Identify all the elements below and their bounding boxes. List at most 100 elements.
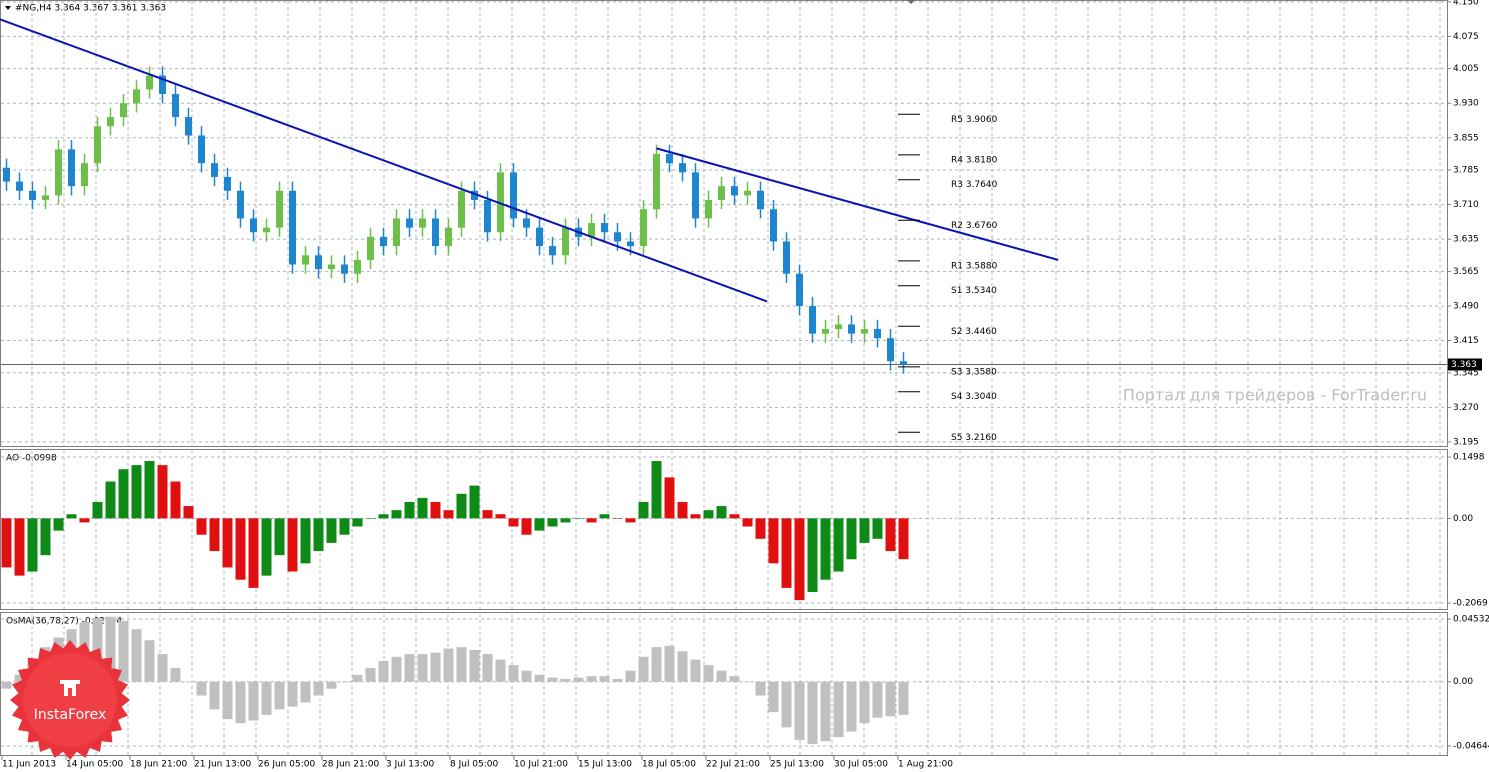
histogram-bar bbox=[560, 678, 571, 682]
histogram-bar bbox=[274, 518, 285, 556]
candle-body bbox=[497, 172, 504, 233]
histogram-bar bbox=[339, 518, 350, 535]
candle-body bbox=[484, 199, 491, 233]
histogram-bar bbox=[742, 518, 753, 527]
candle-body bbox=[679, 163, 686, 173]
candle-body bbox=[770, 209, 777, 242]
candle-body bbox=[549, 246, 556, 256]
candle-body bbox=[718, 186, 725, 200]
histogram-bar bbox=[404, 501, 415, 519]
histogram-bar bbox=[222, 681, 233, 720]
histogram-bar bbox=[625, 670, 636, 682]
histogram-bar bbox=[469, 649, 480, 682]
histogram-bar bbox=[534, 518, 545, 531]
histogram-bar bbox=[313, 681, 324, 696]
histogram-bar bbox=[482, 654, 493, 682]
histogram-bar bbox=[820, 518, 831, 580]
histogram-bar bbox=[209, 681, 220, 710]
candle-body bbox=[705, 199, 712, 219]
x-tick-label: 10 Jul 21:00 bbox=[514, 760, 568, 770]
histogram-bar bbox=[378, 660, 389, 682]
histogram-bar bbox=[79, 518, 90, 523]
histogram-bar bbox=[768, 681, 779, 713]
histogram-bar bbox=[118, 620, 129, 682]
histogram-bar bbox=[703, 665, 714, 682]
last-price-box bbox=[1448, 358, 1482, 371]
candle-body bbox=[29, 190, 36, 200]
histogram-bar bbox=[14, 674, 25, 682]
pivot-label: R2 3.6760 bbox=[951, 221, 998, 231]
pivot-label: R1 3.5880 bbox=[951, 261, 998, 271]
y-tick-label: 4.075 bbox=[1453, 32, 1479, 42]
candle-body bbox=[367, 236, 374, 260]
histogram-bar bbox=[417, 497, 428, 519]
histogram-bar bbox=[183, 506, 194, 519]
histogram-bar bbox=[885, 681, 896, 717]
histogram-bar bbox=[898, 518, 909, 560]
candle-body bbox=[328, 264, 335, 270]
candle-body bbox=[536, 227, 543, 247]
histogram-bar bbox=[339, 681, 350, 683]
trendline bbox=[656, 147, 1059, 261]
histogram-bar bbox=[456, 493, 467, 519]
histogram-bar bbox=[300, 518, 311, 564]
histogram-bar bbox=[586, 518, 597, 523]
histogram-bar bbox=[638, 656, 649, 682]
candle-body bbox=[107, 117, 114, 127]
candle-body bbox=[640, 209, 647, 247]
histogram-bar bbox=[40, 518, 51, 556]
candle-body bbox=[315, 255, 322, 270]
candle-body bbox=[822, 329, 829, 334]
y-tick-label: 0.00 bbox=[1453, 514, 1473, 524]
histogram-bar bbox=[144, 461, 155, 519]
candle-body bbox=[302, 255, 309, 265]
histogram-bar bbox=[716, 506, 727, 519]
histogram-bar bbox=[534, 674, 545, 682]
x-tick-label: 21 Jun 13:00 bbox=[194, 760, 251, 770]
histogram-bar bbox=[222, 518, 233, 568]
histogram-bar bbox=[612, 518, 623, 519]
candle-body bbox=[471, 190, 478, 200]
histogram-bar bbox=[807, 681, 818, 744]
candle-body bbox=[68, 149, 75, 187]
histogram-bar bbox=[664, 477, 675, 519]
histogram-bar bbox=[820, 681, 831, 742]
candle-body bbox=[380, 236, 387, 247]
x-tick-label: 1 Aug 21:00 bbox=[898, 760, 953, 770]
candle-body bbox=[445, 227, 452, 247]
histogram-bar bbox=[664, 645, 675, 682]
histogram-bar bbox=[807, 518, 818, 592]
histogram-bar bbox=[651, 647, 662, 682]
histogram-bar bbox=[261, 518, 272, 576]
candle-body bbox=[523, 218, 530, 228]
histogram-bar bbox=[846, 518, 857, 560]
candle-body bbox=[172, 94, 179, 118]
ao-panel bbox=[0, 449, 1448, 610]
candle-body bbox=[757, 190, 764, 210]
candle-body bbox=[510, 172, 517, 219]
histogram-bar bbox=[14, 518, 25, 576]
histogram-bar bbox=[209, 518, 220, 552]
histogram-bar bbox=[261, 681, 272, 715]
histogram-bar bbox=[391, 510, 402, 519]
histogram-bar bbox=[287, 681, 298, 707]
histogram-bar bbox=[573, 677, 584, 682]
shift-marker bbox=[907, 0, 915, 4]
histogram-bar bbox=[794, 681, 805, 740]
pivot-label: S5 3.2160 bbox=[951, 433, 997, 443]
histogram-bar bbox=[599, 676, 610, 682]
candle-body bbox=[666, 153, 673, 164]
histogram-bar bbox=[235, 681, 246, 724]
histogram-bar bbox=[248, 681, 259, 721]
histogram-bar bbox=[352, 674, 363, 682]
candle-body bbox=[42, 195, 49, 200]
histogram-bar bbox=[768, 518, 779, 564]
histogram-bar bbox=[612, 678, 623, 682]
histogram-bar bbox=[573, 518, 584, 519]
menu-arrow[interactable] bbox=[5, 6, 11, 10]
histogram-bar bbox=[274, 681, 285, 710]
histogram-bar bbox=[378, 514, 389, 519]
y-tick-label: 3.345 bbox=[1453, 368, 1479, 378]
histogram-bar bbox=[391, 656, 402, 682]
